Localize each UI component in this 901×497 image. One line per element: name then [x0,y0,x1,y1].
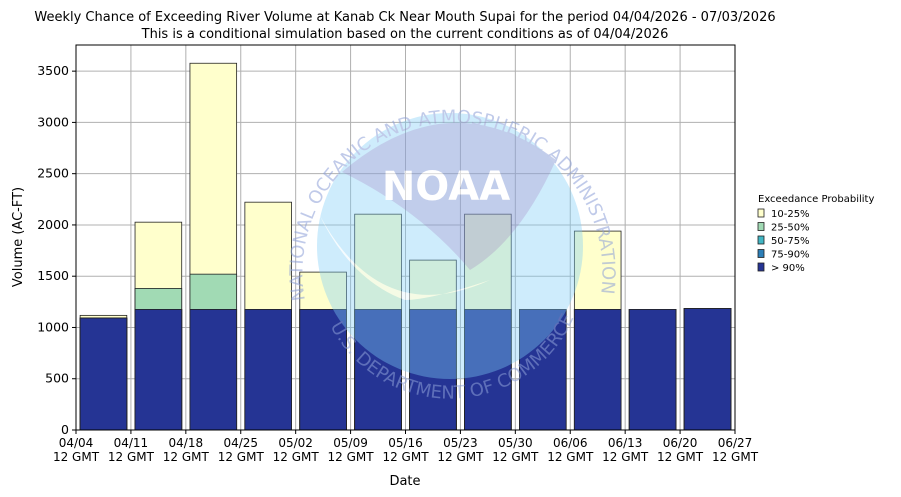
bar-90 [683,308,732,431]
x-tick-time: 12 GMT [328,450,375,464]
chart-title: Weekly Chance of Exceeding River Volume … [34,10,775,25]
x-tick-date: 04/04 [59,436,94,450]
svg-text:NOAA: NOAA [382,164,510,210]
y-tick-label: 3000 [37,114,69,129]
y-tick-label: 1500 [37,268,69,283]
legend-swatch [757,222,765,231]
legend: Exceedance Probability 10-25% 25-50% 50-75… [757,194,874,274]
bar-90 [244,309,292,431]
y-tick-label: 1000 [37,319,69,334]
x-tick-time: 12 GMT [108,450,155,464]
x-tick-time: 12 GMT [163,450,210,464]
x-tick-date: 06/27 [718,436,753,450]
x-tick-label: 04/11 12 GMT [108,436,155,464]
x-tick-label: 06/20 12 GMT [657,436,704,464]
x-tick-date: 05/16 [388,436,423,450]
x-tick-date: 06/06 [553,436,588,450]
x-tick-time: 12 GMT [273,450,320,464]
legend-swatch [757,208,765,218]
x-tick-time: 12 GMT [218,450,265,464]
bar-90 [189,309,238,431]
x-tick-time: 12 GMT [492,450,539,464]
x-tick-time: 12 GMT [437,450,484,464]
y-tick-label: 2000 [37,217,69,232]
x-tick-date: 04/25 [223,436,258,450]
x-tick-time: 12 GMT [547,450,594,464]
x-tick-time: 12 GMT [382,450,429,464]
legend-title: Exceedance Probability [758,194,874,205]
bar-90 [354,309,402,431]
x-tick-label: 06/06 12 GMT [547,436,594,464]
x-tick-time: 12 GMT [602,450,649,464]
bar-90 [134,309,183,431]
y-tick-label: 500 [45,371,69,386]
legend-label: > 90% [771,263,805,274]
x-tick-label: 04/25 12 GMT [218,436,265,464]
y-tick-label: 3500 [37,63,69,78]
x-tick-date: 04/18 [169,436,204,450]
x-tick-label: 06/27 12 GMT [712,436,759,464]
x-tick-time: 12 GMT [53,450,100,464]
legend-label: 75-90% [771,250,810,261]
x-tick-label: 04/18 12 GMT [163,436,210,464]
x-axis-label: Date [389,474,420,489]
x-tick-date: 06/13 [608,436,643,450]
bar-90 [464,309,512,431]
x-tick-label: 05/02 12 GMT [273,436,320,464]
x-tick-time: 12 GMT [657,450,704,464]
chart-subtitle: This is a conditional simulation based o… [141,27,669,42]
bar-90 [299,309,347,431]
x-tick-date: 05/30 [498,436,533,450]
x-tick-label: 05/16 12 GMT [382,436,429,464]
bar-90 [79,317,128,431]
x-tick-label: 05/09 12 GMT [328,436,375,464]
legend-swatch [757,235,765,245]
x-tick-label: 05/30 12 GMT [492,436,539,464]
x-tick-label: 04/04 12 GMT [53,436,100,464]
x-tick-date: 05/02 [278,436,313,450]
legend-label: 10-25% [771,209,810,220]
x-tick-label: 06/13 12 GMT [602,436,649,464]
y-tick-label: 2500 [37,166,69,181]
bar-90 [409,309,457,431]
y-axis-label: Volume (AC-FT) [11,187,26,287]
x-tick-date: 05/09 [333,436,368,450]
bar-90 [519,309,567,431]
bar-90 [628,309,677,431]
bar-90 [573,309,622,431]
x-tick-time: 12 GMT [712,450,759,464]
y-tick-label: 0 [61,422,69,437]
legend-swatch [757,249,765,258]
x-tick-label: 05/23 12 GMT [437,436,484,464]
noaa-logo-watermark: NOAA NATIONAL OCEANIC AND ATMOSPHERIC AD… [286,107,618,404]
legend-swatch [757,262,765,272]
legend-label: 25-50% [771,223,810,234]
legend-label: 50-75% [771,236,810,247]
x-tick-date: 06/20 [663,436,698,450]
x-tick-date: 04/11 [114,436,149,450]
x-tick-date: 05/23 [443,436,478,450]
